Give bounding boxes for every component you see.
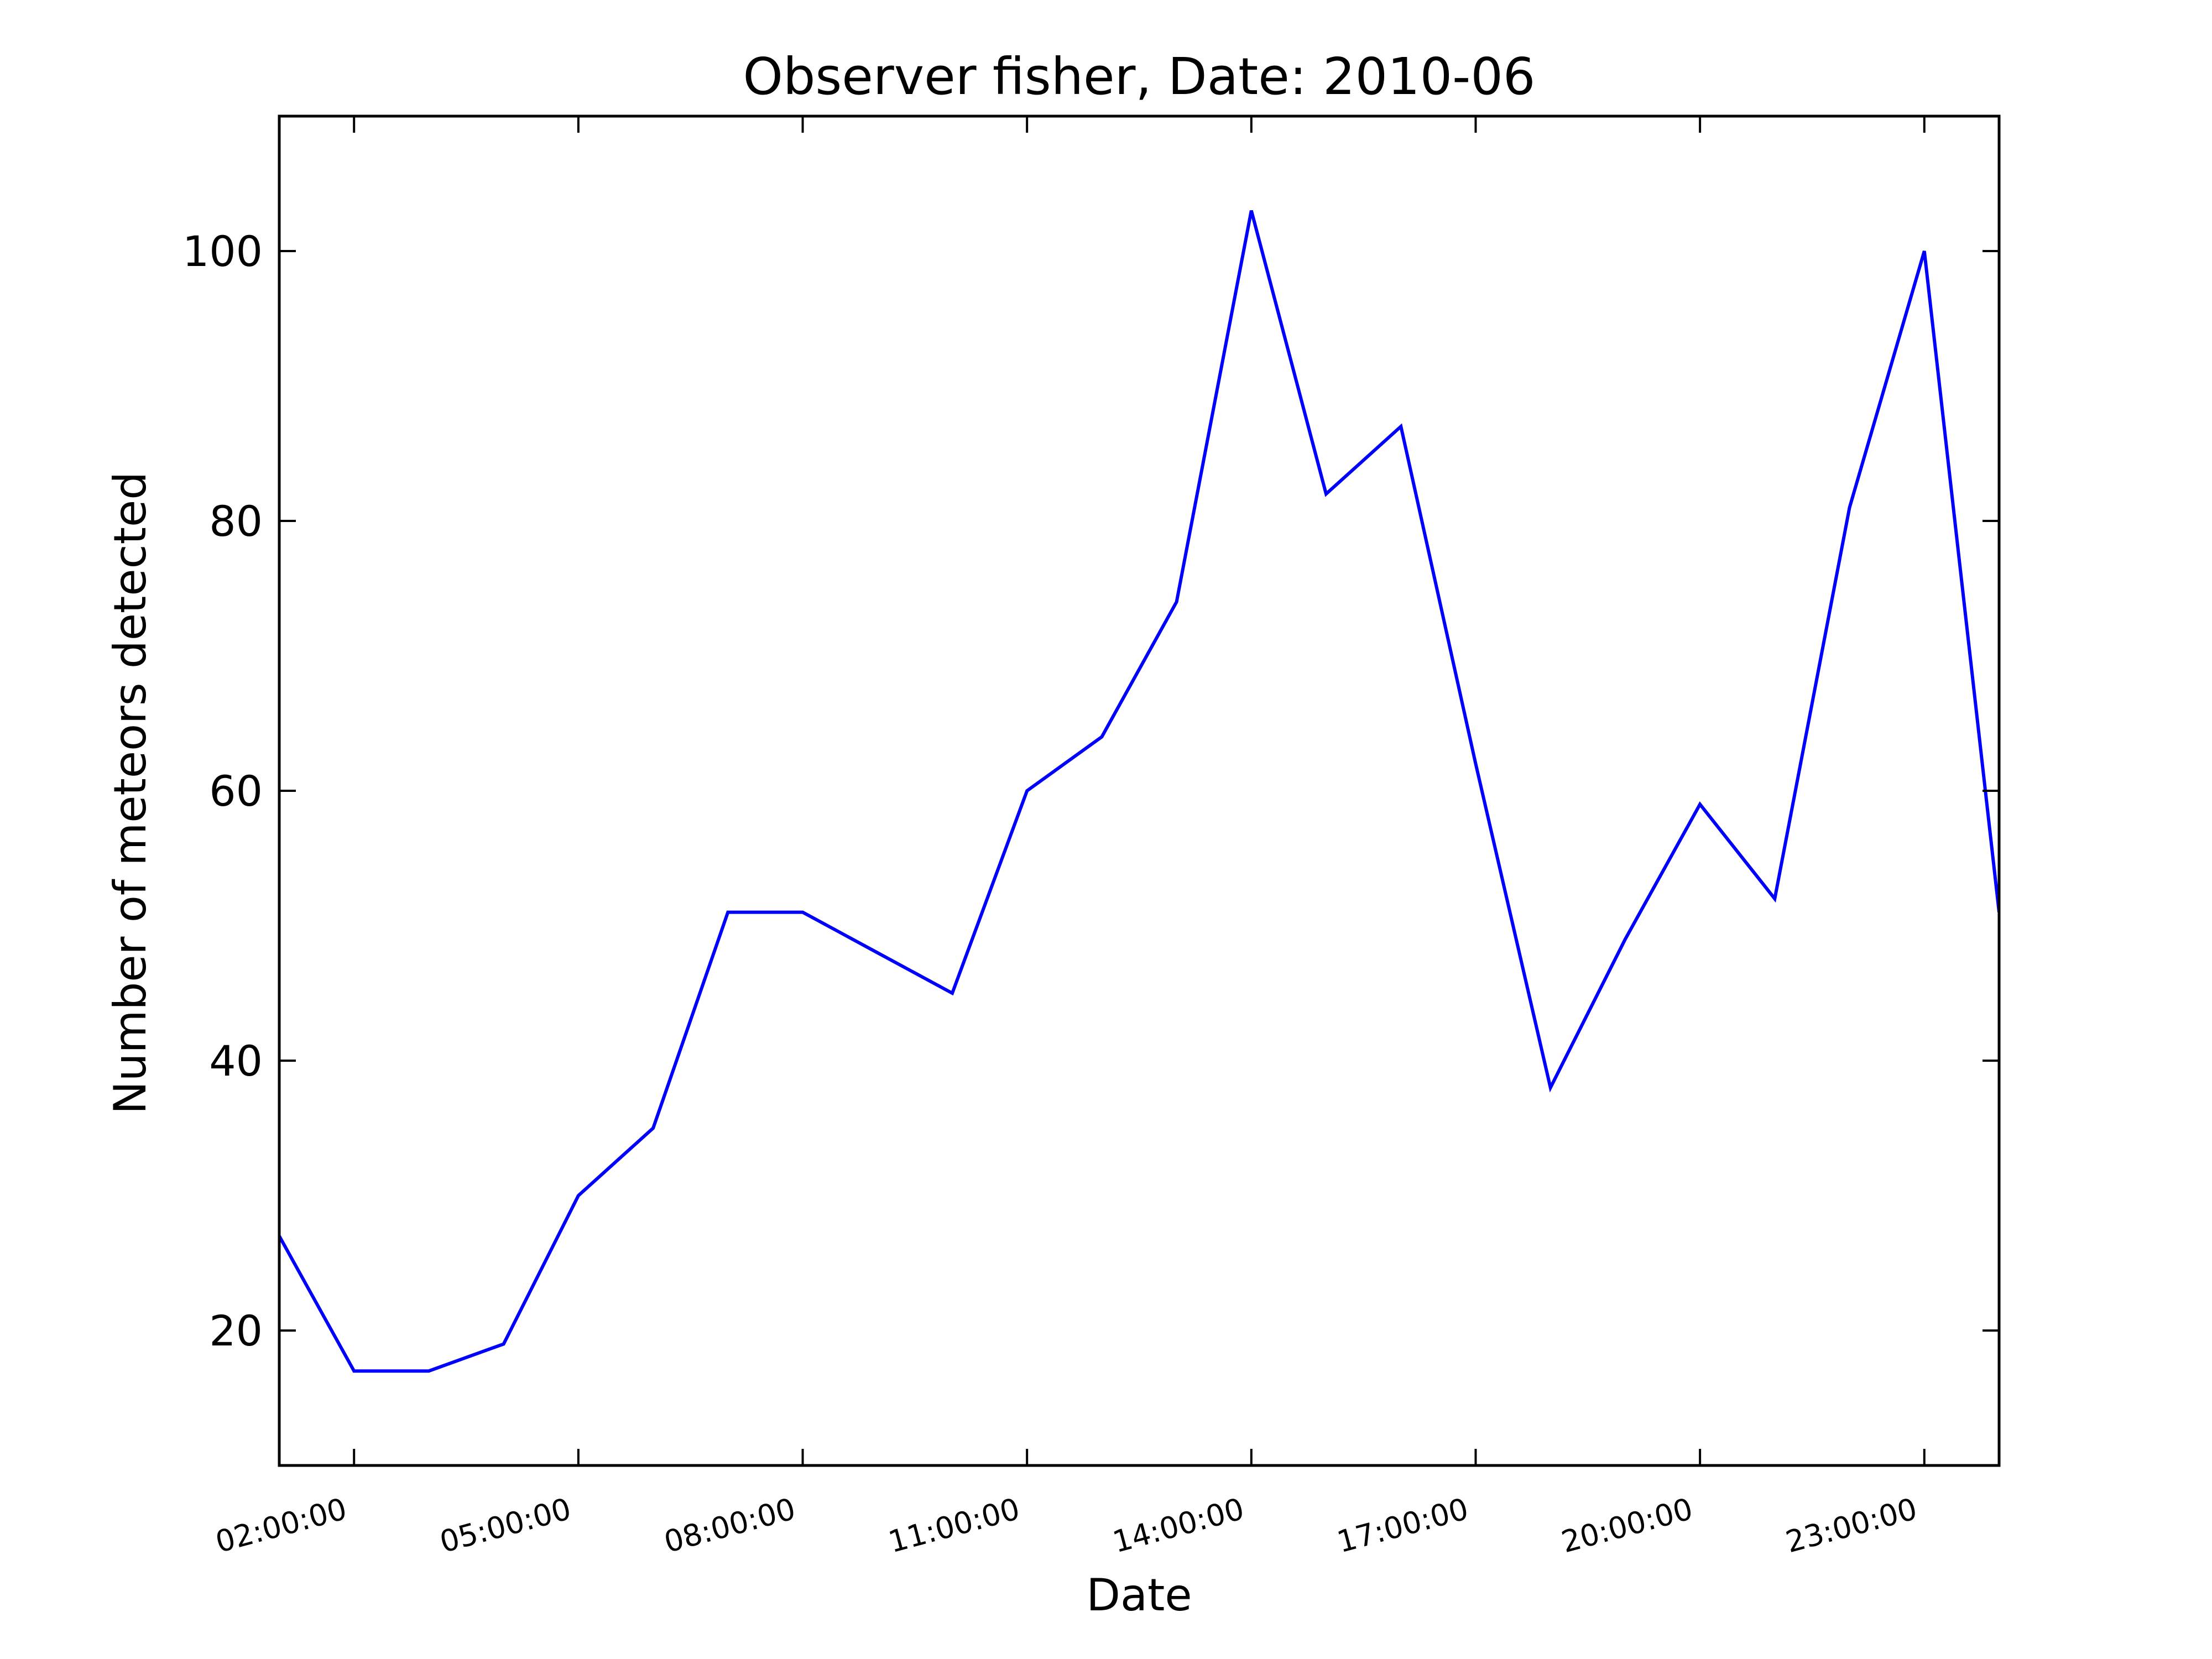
x-tick-label: 14:00:00 bbox=[1109, 1491, 1248, 1560]
y-tick-label: 80 bbox=[209, 497, 263, 546]
x-tick-label: 23:00:00 bbox=[1782, 1491, 1921, 1560]
plot-area bbox=[278, 114, 2001, 1467]
y-tick-label: 100 bbox=[182, 227, 263, 276]
x-tick-label: 02:00:00 bbox=[212, 1491, 351, 1560]
x-tick-label: 05:00:00 bbox=[436, 1491, 575, 1560]
y-tick-label: 40 bbox=[209, 1036, 263, 1086]
x-axis-label: Date bbox=[1086, 1569, 1192, 1621]
y-axis: 20 40 60 80 100 bbox=[182, 227, 1999, 1355]
x-tick-label: 11:00:00 bbox=[885, 1491, 1024, 1560]
x-axis: 02:00:00 05:00:00 08:00:00 11:00:00 14:00:00… bbox=[212, 116, 1926, 1560]
x-tick-label: 20:00:00 bbox=[1558, 1491, 1697, 1560]
x-tick-label: 17:00:00 bbox=[1333, 1491, 1472, 1560]
y-tick-label: 20 bbox=[209, 1306, 263, 1355]
y-axis-label: Number of meteors detected bbox=[105, 472, 156, 1114]
chart-title: Observer fisher, Date: 2010-06 bbox=[743, 47, 1536, 106]
x-tick-label: 08:00:00 bbox=[660, 1491, 799, 1560]
plot-frame bbox=[278, 114, 2001, 1467]
y-tick-label: 60 bbox=[209, 766, 263, 816]
series-line bbox=[279, 210, 1999, 1373]
